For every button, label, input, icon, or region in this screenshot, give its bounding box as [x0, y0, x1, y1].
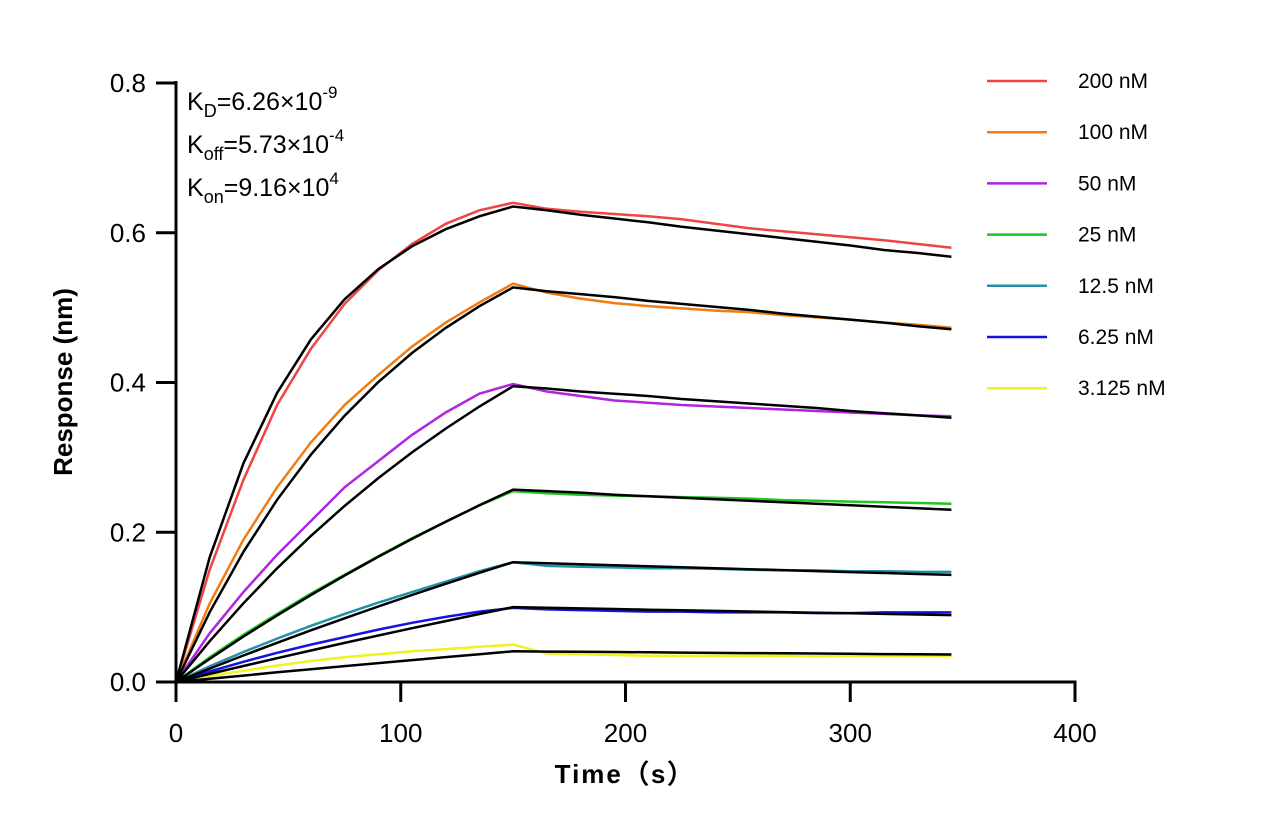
y-tick-label: 0.6 [110, 218, 146, 248]
fit-line-25-nM [175, 488, 952, 684]
kinetic-constant-off: Koff=5.73×10-4 [187, 126, 344, 164]
y-tick-label: 0.2 [110, 517, 146, 547]
legend-label: 200 nM [1078, 70, 1148, 93]
y-tick-label: 0.4 [110, 368, 146, 398]
fit-line-6.25-nM [175, 605, 952, 684]
fit-line-100-nM [174, 286, 952, 683]
kinetic-constants: KD=6.26×10-9 Koff=5.73×10-4 Kon=9.16×104 [187, 83, 344, 207]
legend-label: 50 nM [1078, 172, 1136, 195]
legend: 200 nM 100 nM 50 nM 25 nM 12.5 nM 6.25 nM 3.12… [987, 70, 1166, 400]
y-axis-label: Response (nm) [48, 288, 78, 476]
kinetic-constant-D: KD=6.26×10-9 [187, 83, 337, 121]
x-axis-label: Time（s） [555, 759, 696, 789]
x-tick-label: 300 [829, 718, 872, 748]
series-line-3.125-nM [175, 643, 952, 684]
axes: 0 100 200 300 400 0.0 0.2 0.4 0.6 0.8 [110, 68, 1097, 748]
fit-line-12.5-nM [175, 560, 952, 684]
legend-label: 25 nM [1078, 224, 1136, 247]
legend-label: 6.25 nM [1078, 326, 1154, 349]
x-tick-label: 0 [169, 718, 183, 748]
y-tick-label: 0.0 [110, 667, 146, 697]
legend-label: 12.5 nM [1078, 275, 1154, 298]
kinetic-constant-on: Kon=9.16×104 [187, 169, 339, 207]
series-line-50-nM [174, 382, 952, 683]
series-line-100-nM [174, 282, 952, 683]
fit-line-3.125-nM [175, 650, 952, 684]
legend-label: 3.125 nM [1078, 377, 1166, 400]
legend-label: 100 nM [1078, 121, 1148, 144]
fit-line-50-nM [175, 384, 952, 683]
x-tick-label: 100 [379, 718, 422, 748]
series-line-200-nM [174, 201, 952, 683]
x-tick-label: 200 [604, 718, 647, 748]
series-layer [174, 201, 952, 684]
fit-line-200-nM [174, 205, 952, 683]
x-tick-label: 400 [1053, 718, 1096, 748]
y-tick-label: 0.8 [110, 68, 146, 98]
